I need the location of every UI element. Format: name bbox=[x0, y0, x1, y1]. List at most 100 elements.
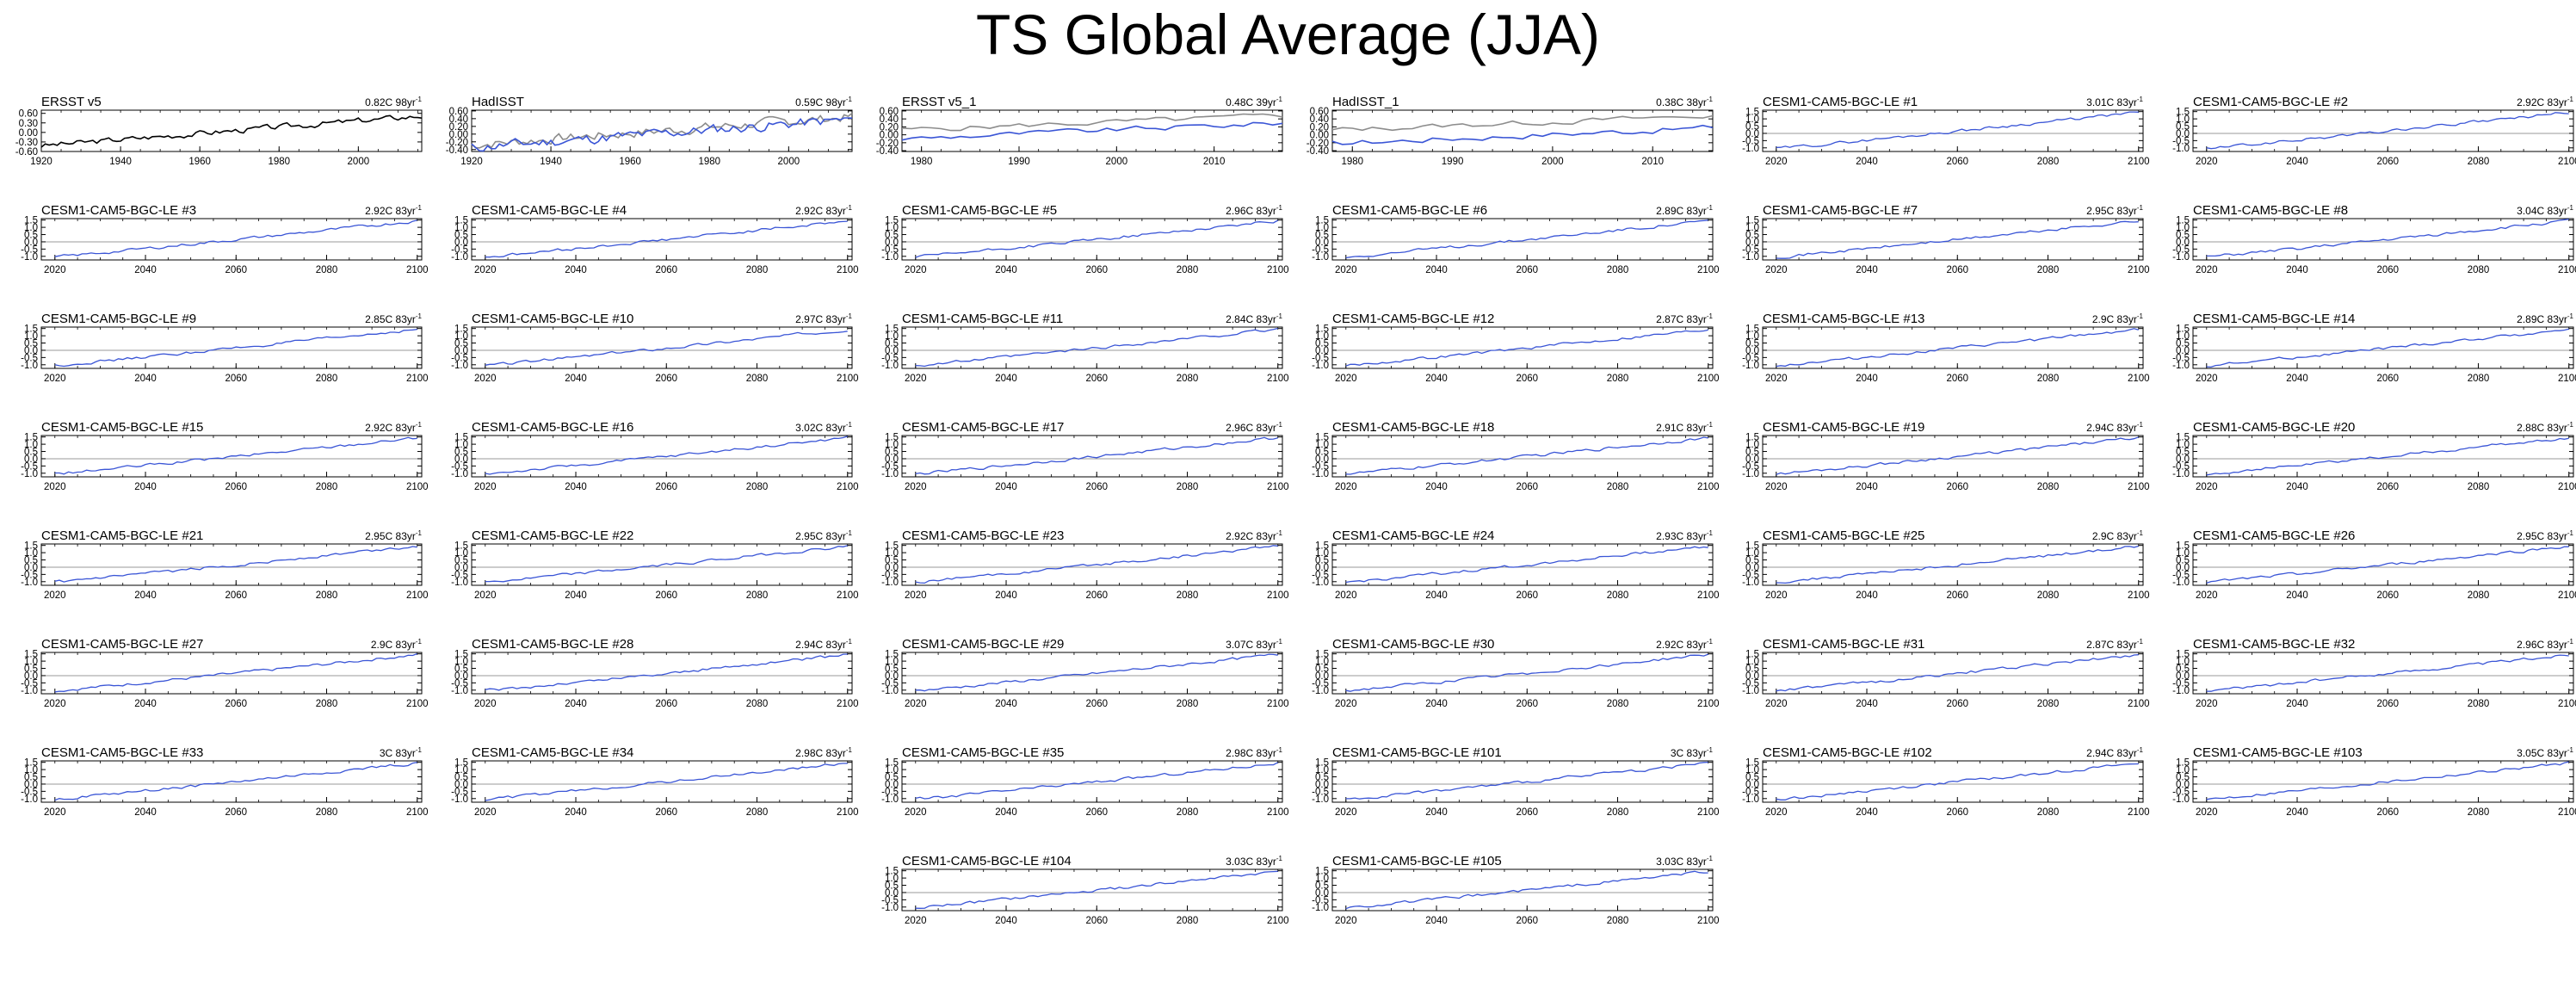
y-tick-label: 1.5 bbox=[454, 758, 468, 769]
x-tick-label: 2080 bbox=[1177, 699, 1199, 709]
y-tick-label: -1.0 bbox=[2172, 469, 2190, 479]
x-tick-label: 2100 bbox=[1697, 265, 1720, 275]
trend-stat: 2.96C 83yr-1 bbox=[1226, 204, 1282, 217]
plot-frame bbox=[1331, 218, 1714, 261]
y-tick-label: 0.0 bbox=[24, 238, 38, 248]
x-tick-label: 2100 bbox=[837, 699, 859, 709]
plot-frame bbox=[1331, 326, 1714, 369]
trend-stat-value: 2.94C 83yr bbox=[2086, 747, 2137, 759]
chart-svg: CESM1-CAM5-BGC-LE #24 2.93C 83yr-1 2020 204… bbox=[1312, 528, 1719, 601]
x-tick-label: 2080 bbox=[746, 482, 769, 492]
x-tick-label: 2100 bbox=[1697, 916, 1720, 926]
chart-panel: CESM1-CAM5-BGC-LE #27 2.9C 83yr-1 2020 2040… bbox=[2, 635, 430, 711]
y-tick-label: 0.0 bbox=[885, 563, 899, 573]
model-series-line bbox=[54, 762, 417, 801]
y-tick-label: -1.0 bbox=[1742, 252, 1759, 263]
x-tick-label: 2100 bbox=[1267, 482, 1289, 492]
chart-svg: CESM1-CAM5-BGC-LE #17 2.96C 83yr-1 2020 204… bbox=[881, 420, 1289, 492]
x-tick-label: 2060 bbox=[655, 590, 677, 601]
y-tick-label: 0.20 bbox=[1310, 122, 1329, 133]
chart-panel: CESM1-CAM5-BGC-LE #6 2.89C 83yr-1 2020 2040… bbox=[1293, 201, 1721, 277]
trend-stat-value: 2.95C 83yr bbox=[365, 530, 416, 542]
x-tick-label: 2060 bbox=[1946, 265, 1968, 275]
plot-frame bbox=[2192, 326, 2574, 369]
y-tick-label: -1.0 bbox=[451, 794, 468, 805]
y-tick-label: -0.5 bbox=[881, 353, 899, 363]
x-tick-label: 2080 bbox=[2037, 699, 2060, 709]
y-tick-label: -0.5 bbox=[2172, 678, 2190, 689]
y-tick-label: 0.0 bbox=[1745, 563, 1759, 573]
x-tick-label: 2080 bbox=[2468, 265, 2490, 275]
obs-series-line bbox=[471, 117, 853, 152]
chart-title: CESM1-CAM5-BGC-LE #15 bbox=[41, 420, 203, 435]
y-tick-label: -1.0 bbox=[1742, 794, 1759, 805]
y-tick-label: -1.0 bbox=[2172, 578, 2190, 588]
x-tick-label: 2040 bbox=[1425, 807, 1448, 818]
trend-stat-exponent: -1 bbox=[416, 204, 423, 212]
trend-stat-exponent: -1 bbox=[2137, 746, 2144, 754]
y-tick-label: 1.5 bbox=[24, 433, 38, 443]
y-tick-label: 0.00 bbox=[19, 128, 38, 139]
trend-stat-exponent: -1 bbox=[416, 312, 423, 320]
y-tick-label: 1.5 bbox=[1745, 108, 1759, 118]
y-tick-label: 1.5 bbox=[1315, 867, 1329, 877]
x-tick-label: 2020 bbox=[1765, 482, 1788, 492]
x-tick-label: 2100 bbox=[2128, 265, 2150, 275]
model-series-line bbox=[1345, 329, 1708, 367]
chart-panel: CESM1-CAM5-BGC-LE #4 2.92C 83yr-1 2020 2040… bbox=[432, 201, 861, 277]
y-tick-label: -0.5 bbox=[451, 461, 468, 472]
chart-panel: CESM1-CAM5-BGC-LE #25 2.9C 83yr-1 2020 2040… bbox=[1723, 527, 2152, 603]
plot-frame bbox=[901, 218, 1283, 261]
chart-svg: CESM1-CAM5-BGC-LE #18 2.91C 83yr-1 2020 204… bbox=[1312, 420, 1719, 492]
x-tick-label: 2040 bbox=[2286, 157, 2308, 167]
model-series-line bbox=[54, 436, 417, 475]
x-tick-label: 2040 bbox=[565, 265, 587, 275]
y-tick-label: -1.0 bbox=[21, 578, 38, 588]
y-tick-label: -0.5 bbox=[21, 461, 38, 472]
trend-stat-exponent: -1 bbox=[2137, 638, 2144, 646]
model-series-line bbox=[915, 219, 1279, 258]
y-tick-label: 1.5 bbox=[24, 758, 38, 769]
x-tick-label: 2040 bbox=[1425, 590, 1448, 601]
y-tick-label: 0.0 bbox=[1315, 238, 1329, 248]
x-tick-label: 2060 bbox=[1085, 699, 1108, 709]
y-tick-label: 1.5 bbox=[2176, 541, 2190, 552]
trend-stat-value: 2.92C 83yr bbox=[365, 422, 416, 434]
y-tick-label: 1.0 bbox=[2176, 331, 2190, 342]
y-tick-label: 0.0 bbox=[24, 454, 38, 465]
x-tick-label: 2040 bbox=[1425, 699, 1448, 709]
plot-frame bbox=[901, 109, 1283, 152]
x-tick-label: 1980 bbox=[268, 157, 290, 167]
x-tick-label: 2060 bbox=[1946, 807, 1968, 818]
x-tick-label: 2080 bbox=[316, 699, 338, 709]
trend-stat-exponent: -1 bbox=[1707, 421, 1714, 429]
x-tick-label: 2040 bbox=[1856, 482, 1878, 492]
chart-title: CESM1-CAM5-BGC-LE #35 bbox=[902, 745, 1064, 760]
plot-frame bbox=[2192, 652, 2574, 695]
model-series-line bbox=[2206, 218, 2569, 257]
y-tick-label: 1.0 bbox=[1745, 657, 1759, 667]
y-tick-label: -1.0 bbox=[881, 252, 899, 263]
y-tick-label: 1.0 bbox=[2176, 440, 2190, 450]
y-tick-label: -1.0 bbox=[1312, 794, 1329, 805]
x-tick-label: 2010 bbox=[1641, 157, 1664, 167]
x-tick-label: 2020 bbox=[1335, 374, 1357, 384]
chart-panel: CESM1-CAM5-BGC-LE #13 2.9C 83yr-1 2020 2040… bbox=[1723, 310, 2152, 386]
chart-panel: CESM1-CAM5-BGC-LE #102 2.94C 83yr-1 2020 20… bbox=[1723, 744, 2152, 819]
y-tick-label: -0.5 bbox=[1742, 136, 1759, 146]
y-tick-label: -0.5 bbox=[1742, 353, 1759, 363]
y-tick-label: -0.5 bbox=[1312, 787, 1329, 797]
y-tick-label: -0.5 bbox=[1742, 678, 1759, 689]
y-tick-label: -1.0 bbox=[451, 361, 468, 371]
y-tick-label: 1.0 bbox=[1745, 548, 1759, 559]
x-tick-label: 2020 bbox=[1335, 916, 1357, 926]
chart-svg: CESM1-CAM5-BGC-LE #13 2.9C 83yr-1 2020 2040… bbox=[1742, 312, 2149, 384]
chart-svg: CESM1-CAM5-BGC-LE #7 2.95C 83yr-1 2020 2040… bbox=[1742, 203, 2150, 275]
plot-frame bbox=[1331, 760, 1714, 803]
x-tick-label: 2020 bbox=[905, 482, 927, 492]
x-tick-label: 2100 bbox=[2128, 807, 2150, 818]
chart-svg: CESM1-CAM5-BGC-LE #23 2.92C 83yr-1 2020 204… bbox=[881, 528, 1288, 601]
y-tick-label: 0.5 bbox=[24, 773, 38, 783]
trend-stat: 2.94C 83yr-1 bbox=[2086, 421, 2143, 434]
chart-svg: CESM1-CAM5-BGC-LE #25 2.9C 83yr-1 2020 2040… bbox=[1742, 528, 2149, 601]
